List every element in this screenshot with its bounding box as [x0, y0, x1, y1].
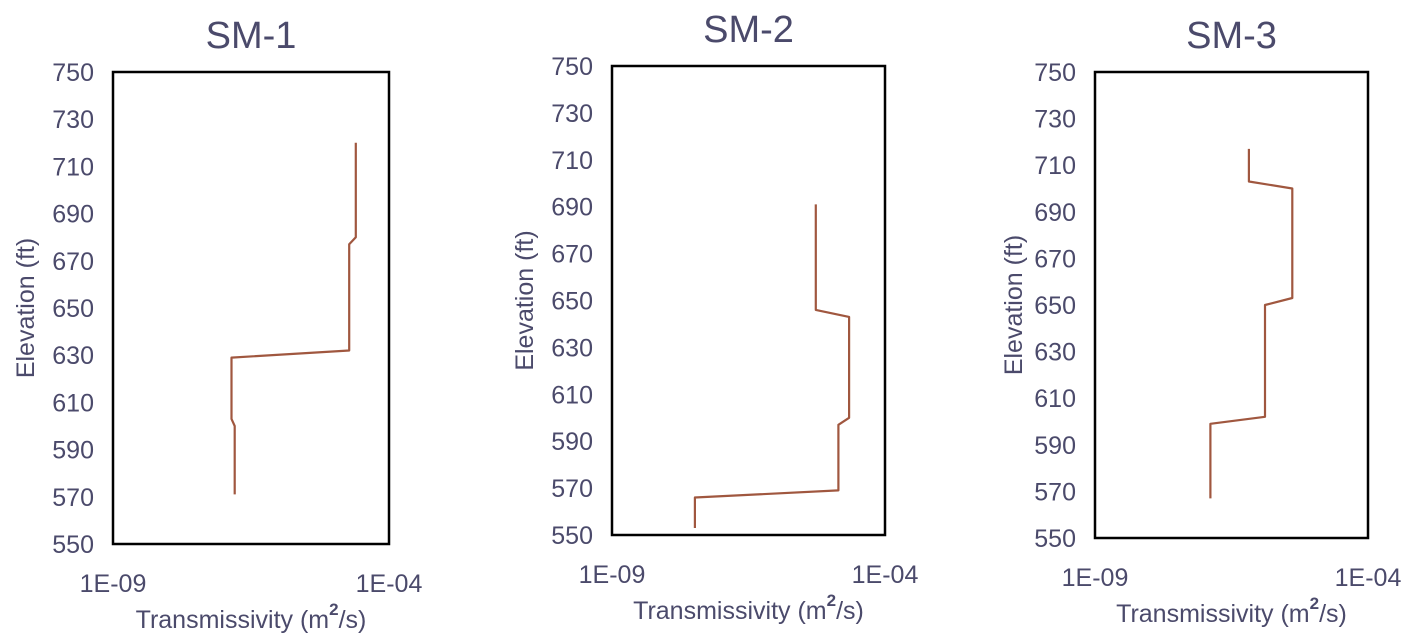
y-tick-label: 710: [52, 153, 94, 181]
x-axis-label-exponent: 2: [827, 591, 836, 610]
y-tick-label: 710: [551, 147, 593, 175]
x-tick-label: 1E-09: [579, 561, 646, 589]
y-tick-label: 750: [1034, 59, 1076, 87]
y-tick-label: 570: [1034, 478, 1076, 506]
chart-panel-1: SM-1 550 570 590 610 630 650 670 690 710 730 750 1E-…: [12, 15, 422, 634]
x-tick-label: 1E-04: [356, 570, 423, 598]
x-axis-label-exponent: 2: [329, 600, 338, 619]
y-tick-label: 630: [551, 334, 593, 362]
y-tick-label: 630: [52, 342, 94, 370]
series-line: [230, 142, 357, 495]
y-tick-label: 570: [551, 475, 593, 503]
y-tick-label: 590: [551, 428, 593, 456]
chart-title: SM-3: [1186, 15, 1277, 57]
x-axis-label-unit: /s): [339, 606, 367, 634]
y-tick-label: 650: [1034, 292, 1076, 320]
y-tick-label: 670: [551, 241, 593, 269]
y-tick-label: 730: [1034, 106, 1076, 134]
chart-panel-2: SM-2 550 570 590 610 630 650 670 690 710 730 750 1E-…: [511, 9, 918, 625]
y-tick-label: 670: [1034, 245, 1076, 273]
chart-title: SM-1: [206, 15, 297, 57]
x-tick-label: 1E-09: [1062, 564, 1129, 592]
x-axis-label-main: Transmissivity (m: [633, 597, 827, 625]
y-tick-label: 650: [52, 295, 94, 323]
y-tick-label: 610: [551, 381, 593, 409]
y-tick-label: 730: [551, 100, 593, 128]
y-tick-label: 690: [1034, 199, 1076, 227]
x-axis-label-unit: /s): [836, 597, 864, 625]
chart-panel-3: SM-3 550 570 590 610 630 650 670 690 710 730 750 1E-…: [1000, 15, 1401, 628]
x-tick-label: 1E-04: [1335, 564, 1402, 592]
y-tick-label: 610: [52, 389, 94, 417]
y-tick-label: 610: [1034, 385, 1076, 413]
y-tick-label: 750: [52, 59, 94, 87]
y-tick-label: 670: [52, 248, 94, 276]
y-axis-label: Elevation (ft): [1000, 235, 1028, 375]
x-tick-label: 1E-09: [80, 570, 147, 598]
y-tick-label: 630: [1034, 339, 1076, 367]
chart-title: SM-2: [703, 9, 794, 51]
y-tick-label: 690: [52, 201, 94, 229]
y-tick-label: 730: [52, 106, 94, 134]
y-tick-label: 710: [1034, 152, 1076, 180]
y-tick-label: 570: [52, 484, 94, 512]
series-line: [1209, 148, 1294, 499]
y-tick-label: 650: [551, 288, 593, 316]
x-axis-label-main: Transmissivity (m: [1116, 600, 1310, 628]
y-tick-label: 690: [551, 194, 593, 222]
y-tick-label: 590: [1034, 432, 1076, 460]
x-axis-label: Transmissivity (m2/s): [1116, 594, 1347, 628]
y-tick-label: 550: [52, 531, 94, 559]
y-axis-label: Elevation (ft): [511, 230, 539, 370]
y-tick-label: 550: [551, 522, 593, 550]
series-line: [693, 204, 851, 528]
x-axis-label-unit: /s): [1319, 600, 1347, 628]
plot-area-frame: [610, 64, 887, 537]
x-axis-label-main: Transmissivity (m: [136, 606, 330, 634]
plot-area-frame: [1093, 70, 1370, 540]
plot-area-frame: [111, 70, 391, 546]
y-axis-label: Elevation (ft): [12, 238, 40, 378]
y-tick-label: 750: [551, 53, 593, 81]
y-tick-label: 590: [52, 437, 94, 465]
x-axis-label: Transmissivity (m2/s): [633, 591, 864, 625]
x-axis-label: Transmissivity (m2/s): [136, 600, 367, 634]
x-axis-label-exponent: 2: [1310, 594, 1319, 613]
x-tick-label: 1E-04: [852, 561, 919, 589]
y-tick-label: 550: [1034, 525, 1076, 553]
